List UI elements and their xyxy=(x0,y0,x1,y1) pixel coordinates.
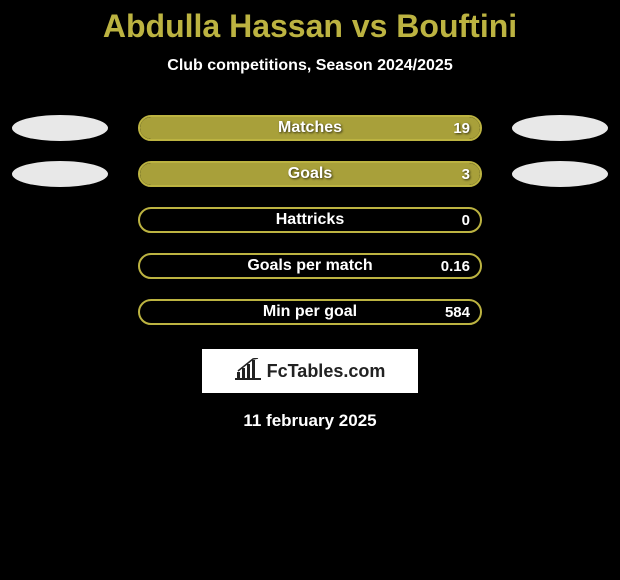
stat-bar: Goals 3 xyxy=(138,161,482,187)
stat-label: Goals xyxy=(140,163,480,185)
right-marker-ellipse xyxy=(512,115,608,141)
stat-value: 3 xyxy=(462,163,470,185)
stat-row: Goals 3 xyxy=(0,151,620,197)
subtitle: Club competitions, Season 2024/2025 xyxy=(0,57,620,75)
bar-chart-icon xyxy=(235,358,261,385)
stat-label: Goals per match xyxy=(140,255,480,277)
stat-row: Hattricks 0 xyxy=(0,197,620,243)
stat-value: 0 xyxy=(462,209,470,231)
stat-bar: Goals per match 0.16 xyxy=(138,253,482,279)
logo-text: FcTables.com xyxy=(267,361,386,382)
date-label: 11 february 2025 xyxy=(0,411,620,431)
stat-label: Matches xyxy=(140,117,480,139)
stat-bar: Matches 19 xyxy=(138,115,482,141)
stat-value: 19 xyxy=(453,117,470,139)
stat-bar: Min per goal 584 xyxy=(138,299,482,325)
stat-row: Min per goal 584 xyxy=(0,289,620,335)
right-marker-ellipse xyxy=(512,161,608,187)
stat-row: Goals per match 0.16 xyxy=(0,243,620,289)
page-title: Abdulla Hassan vs Bouftini xyxy=(0,8,620,45)
stat-label: Hattricks xyxy=(140,209,480,231)
comparison-card: Abdulla Hassan vs Bouftini Club competit… xyxy=(0,0,620,431)
left-marker-ellipse xyxy=(12,115,108,141)
source-logo: FcTables.com xyxy=(202,349,418,393)
stat-bar: Hattricks 0 xyxy=(138,207,482,233)
stat-value: 584 xyxy=(445,301,470,323)
stat-label: Min per goal xyxy=(140,301,480,323)
left-marker-ellipse xyxy=(12,161,108,187)
stat-row: Matches 19 xyxy=(0,105,620,151)
comparison-chart: Matches 19 Goals 3 Hattricks 0 xyxy=(0,105,620,335)
stat-value: 0.16 xyxy=(441,255,470,277)
